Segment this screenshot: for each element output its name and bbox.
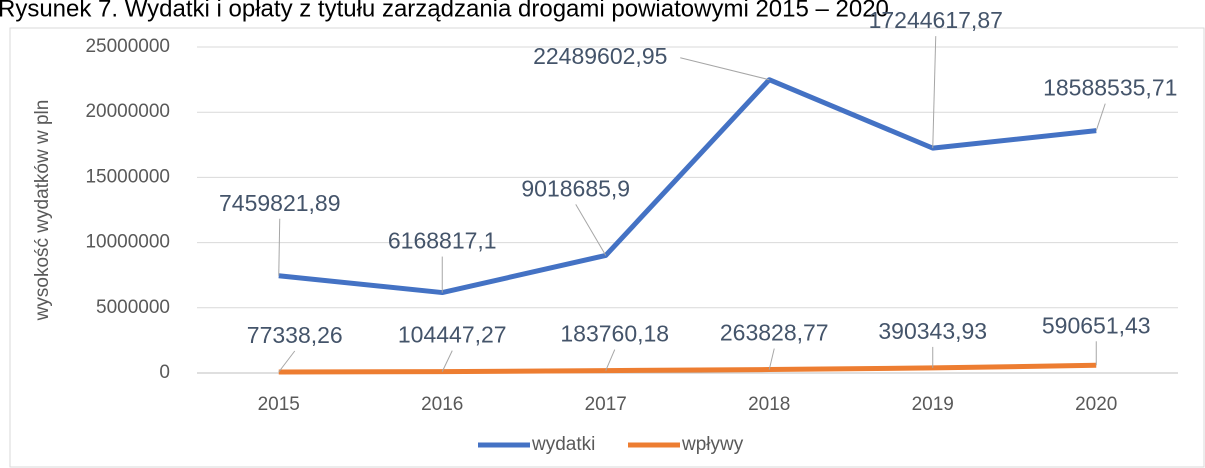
- leader-line: [278, 350, 296, 373]
- leader-line: [1095, 103, 1106, 131]
- leader-line: [680, 57, 770, 81]
- chart-title: Rysunek 7. Wydatki i opłaty z tytułu zar…: [0, 0, 889, 22]
- y-tick-label: 15000000: [85, 166, 170, 187]
- data-label: 590651,43: [1042, 312, 1151, 338]
- leader-line: [441, 350, 453, 372]
- chart-border: [9, 27, 1205, 468]
- y-tick-label: 10000000: [85, 232, 170, 253]
- data-label: 18588535,71: [1043, 75, 1177, 101]
- legend-label: wpływy: [681, 434, 744, 455]
- data-label: 104447,27: [398, 322, 507, 348]
- x-tick-label: 2020: [1075, 394, 1117, 415]
- leader-line: [278, 218, 281, 276]
- y-tick-label: 0: [159, 362, 170, 383]
- leader-line: [605, 349, 616, 371]
- legend-label: wydatki: [531, 434, 595, 455]
- data-label: 22489602,95: [533, 43, 667, 69]
- leader-line: [768, 348, 775, 370]
- data-label: 390343,93: [878, 318, 987, 344]
- line: [278, 77, 1097, 296]
- leader-line: [932, 36, 937, 149]
- data-label: 6168817,1: [388, 228, 497, 254]
- leader-line: [575, 204, 607, 256]
- x-tick-label: 2016: [421, 394, 463, 415]
- line: [278, 362, 1097, 375]
- data-label: 183760,18: [560, 321, 669, 347]
- x-tick-label: 2019: [912, 394, 954, 415]
- y-axis-label: wysokość wydatków w pln: [32, 100, 53, 322]
- x-tick-label: 2015: [258, 394, 300, 415]
- x-tick-label: 2017: [585, 394, 627, 415]
- data-label: 17244617,87: [869, 7, 1003, 33]
- data-label: 9018685,9: [521, 175, 630, 201]
- y-tick-label: 25000000: [85, 36, 170, 57]
- data-label: 7459821,89: [219, 190, 341, 216]
- data-label: 263828,77: [720, 320, 829, 346]
- x-tick-label: 2018: [748, 394, 790, 415]
- y-tick-label: 5000000: [96, 297, 170, 318]
- data-label: 77338,26: [247, 322, 343, 348]
- y-tick-label: 20000000: [85, 101, 170, 122]
